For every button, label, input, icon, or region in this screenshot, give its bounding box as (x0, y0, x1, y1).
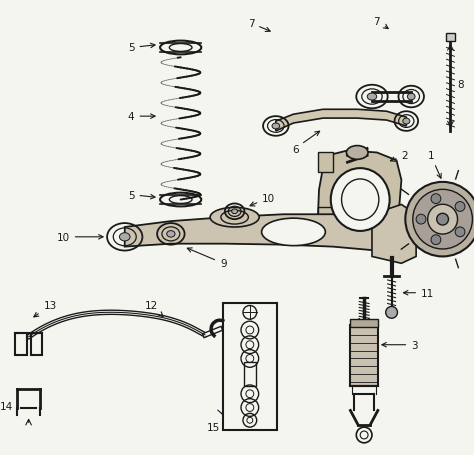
Text: 7: 7 (374, 17, 388, 30)
Ellipse shape (413, 190, 473, 249)
Bar (350, 325, 378, 386)
Text: 4: 4 (128, 112, 155, 122)
Ellipse shape (437, 214, 448, 226)
Polygon shape (318, 151, 401, 247)
Text: 11: 11 (403, 288, 434, 298)
Ellipse shape (403, 119, 410, 125)
Polygon shape (125, 215, 396, 257)
Ellipse shape (272, 124, 280, 130)
Ellipse shape (407, 94, 415, 101)
Text: 6: 6 (292, 132, 319, 154)
Ellipse shape (262, 219, 325, 246)
Text: 5: 5 (128, 43, 155, 53)
Text: 9: 9 (187, 248, 227, 269)
Bar (15, 333, 27, 355)
Bar (318, 208, 333, 228)
Ellipse shape (119, 233, 130, 242)
Ellipse shape (428, 205, 457, 234)
Ellipse shape (367, 94, 377, 101)
Ellipse shape (210, 208, 259, 228)
Text: 2: 2 (391, 151, 408, 162)
Text: 14: 14 (0, 401, 13, 411)
Text: 12: 12 (145, 301, 163, 317)
Circle shape (431, 235, 441, 245)
Polygon shape (276, 110, 406, 131)
Circle shape (416, 215, 426, 225)
Text: 10: 10 (57, 233, 103, 242)
Ellipse shape (167, 231, 175, 238)
Ellipse shape (346, 146, 368, 160)
Circle shape (455, 228, 465, 237)
Bar (244, 363, 255, 386)
Text: 1: 1 (428, 151, 441, 179)
Text: 5: 5 (128, 190, 155, 200)
Bar (446, 34, 456, 41)
Bar (318, 153, 333, 173)
Ellipse shape (331, 169, 390, 232)
Bar (350, 319, 378, 327)
Polygon shape (372, 205, 416, 264)
Ellipse shape (405, 182, 474, 257)
Text: 15: 15 (207, 422, 220, 432)
Text: 7: 7 (247, 19, 270, 32)
Bar (223, 303, 277, 430)
Text: 3: 3 (382, 340, 418, 350)
Text: 13: 13 (34, 301, 56, 317)
Ellipse shape (232, 209, 237, 214)
Text: 8: 8 (457, 80, 464, 90)
Bar (30, 333, 42, 355)
Circle shape (386, 307, 398, 318)
Circle shape (431, 194, 441, 204)
Circle shape (455, 202, 465, 212)
Text: 10: 10 (250, 193, 275, 207)
